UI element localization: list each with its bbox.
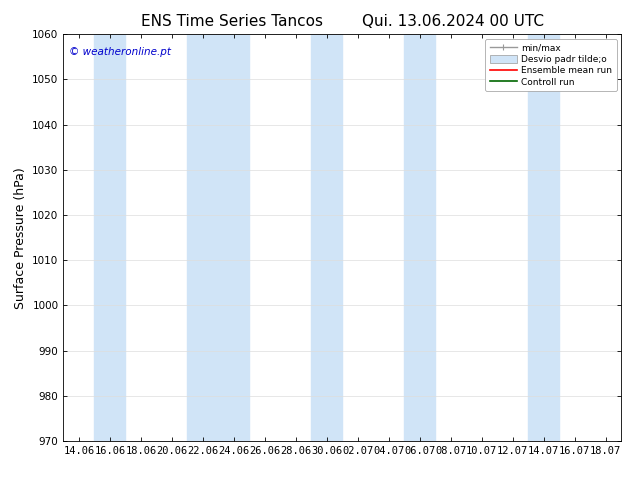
Bar [528,34,559,441]
Bar [188,34,249,441]
Legend: min/max, Desvio padr tilde;o, Ensemble mean run, Controll run: min/max, Desvio padr tilde;o, Ensemble m… [485,39,617,91]
Text: © weatheronline.pt: © weatheronline.pt [69,47,171,56]
Bar [404,34,436,441]
Title: ENS Time Series Tancos        Qui. 13.06.2024 00 UTC: ENS Time Series Tancos Qui. 13.06.2024 0… [141,14,544,29]
Y-axis label: Surface Pressure (hPa): Surface Pressure (hPa) [14,167,27,309]
Bar [94,34,126,441]
Bar [311,34,342,441]
